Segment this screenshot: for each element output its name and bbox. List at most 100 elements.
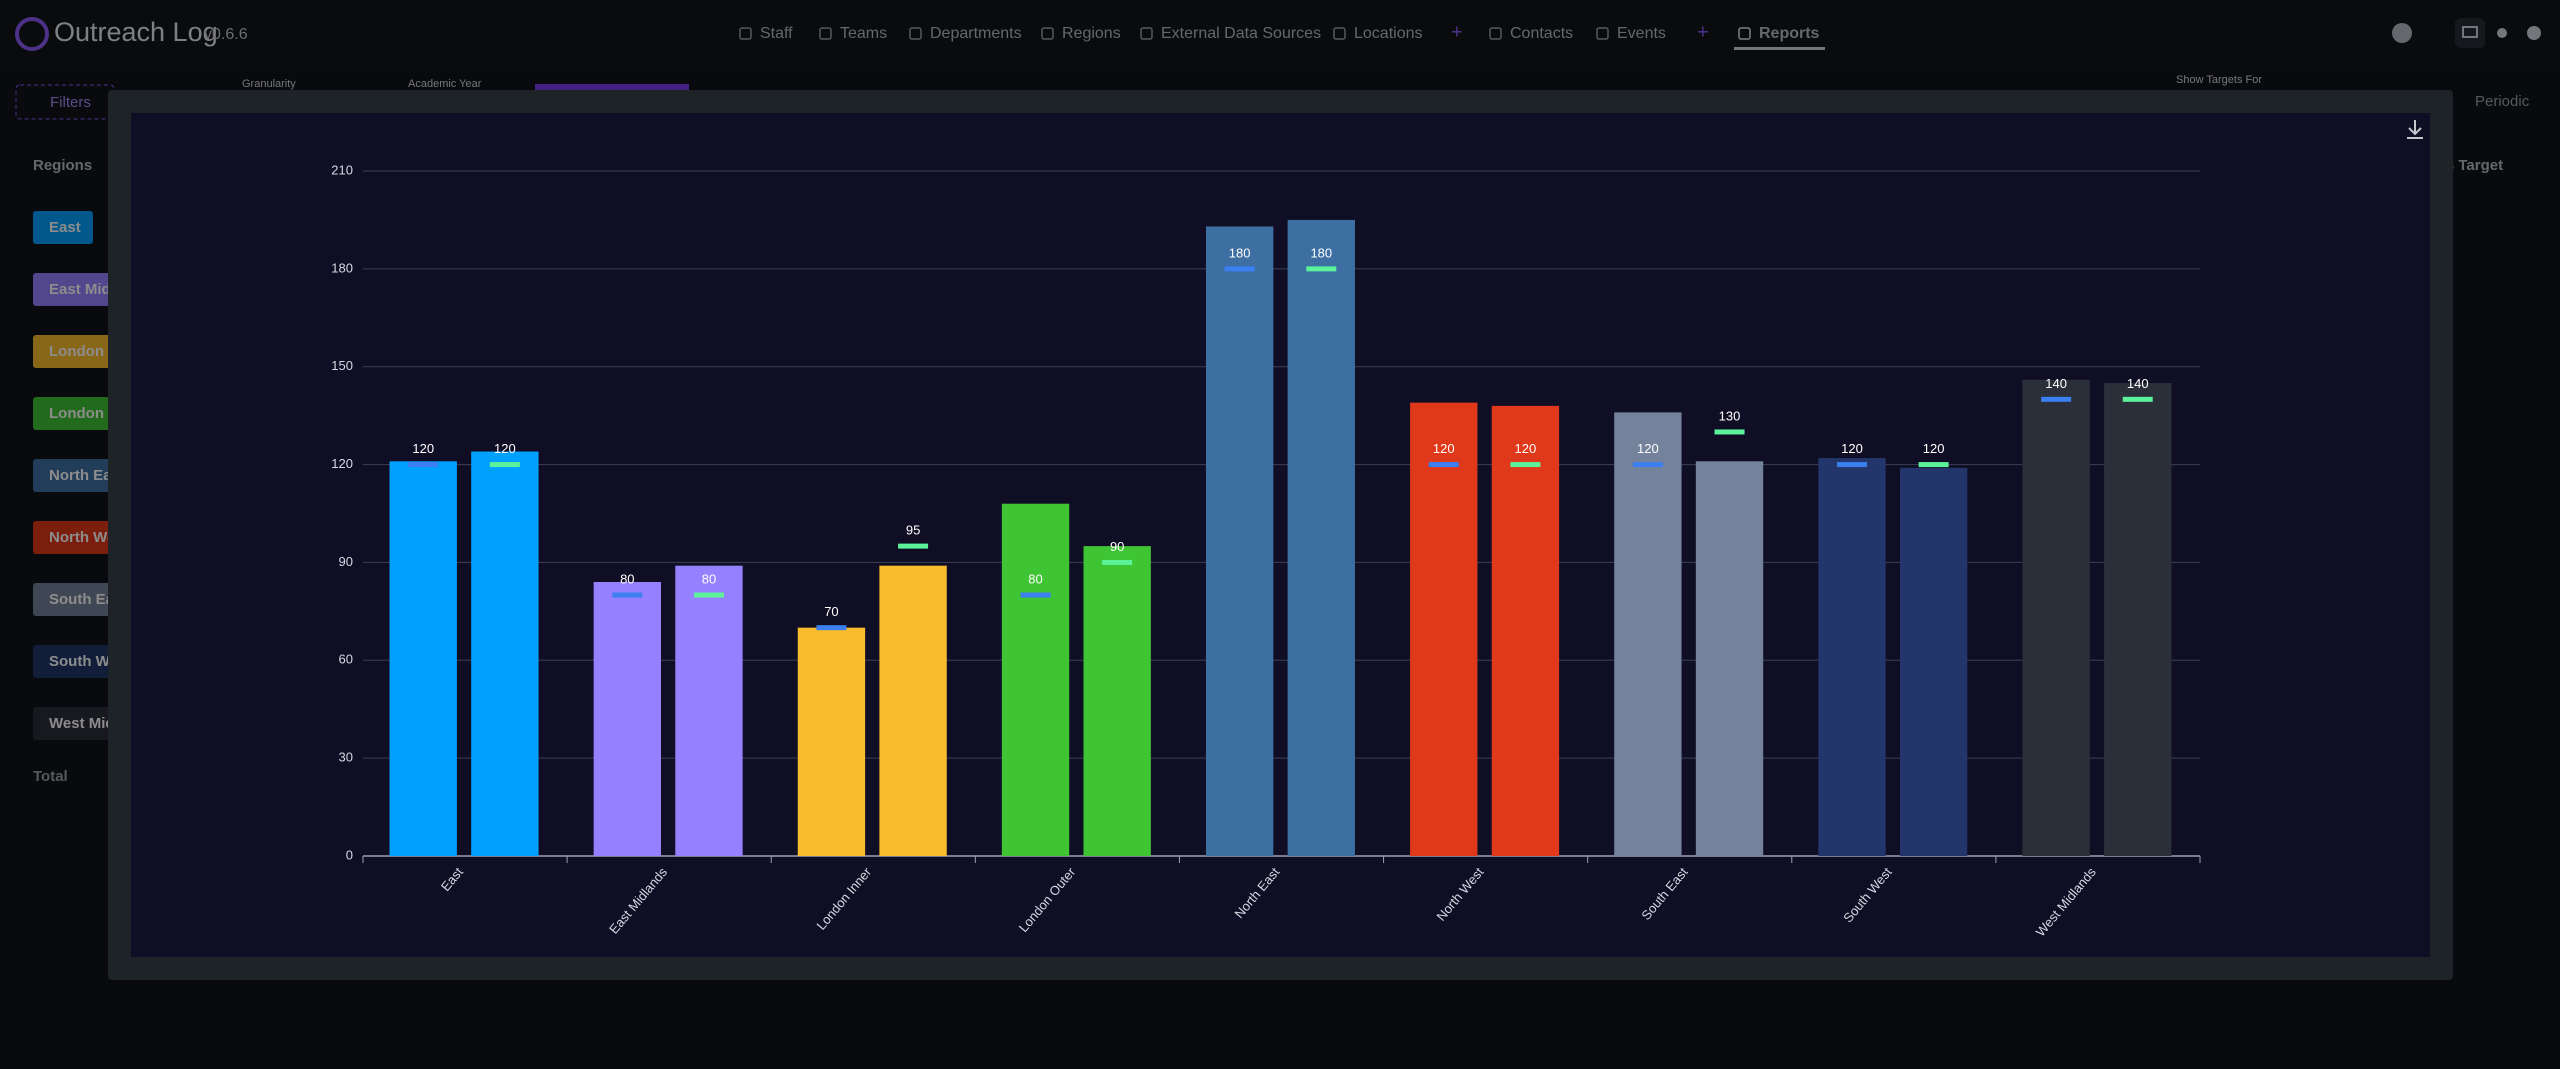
nav-active-underline [1734, 47, 1825, 50]
user-icon[interactable] [2392, 23, 2412, 43]
target-label: 140 [2127, 376, 2149, 391]
target-marker [816, 625, 847, 631]
y-tick-label: 210 [331, 162, 353, 177]
bar [1491, 405, 1560, 856]
target-label: 120 [494, 441, 516, 456]
target-label: 80 [702, 571, 716, 586]
target-marker [898, 543, 929, 549]
bar [1899, 467, 1968, 856]
target-label: 120 [1433, 441, 1455, 456]
nav-item[interactable]: Events [1617, 25, 1666, 42]
target-label: 120 [1923, 441, 1945, 456]
nav-item[interactable]: Reports [1759, 25, 1820, 42]
bar [593, 582, 662, 856]
target-label: 80 [1028, 571, 1042, 586]
sun-icon[interactable] [2497, 28, 2507, 38]
target-marker [693, 592, 724, 598]
target-marker [1306, 266, 1337, 272]
y-tick-label: 90 [339, 554, 353, 569]
region-name: North East [49, 467, 125, 484]
target-label: 120 [1841, 441, 1863, 456]
target-marker [1510, 462, 1541, 468]
nav-icon [739, 27, 752, 40]
bar [1083, 546, 1151, 856]
top-bar [0, 0, 2560, 67]
region-chip [33, 211, 93, 244]
nav-item[interactable]: Staff [760, 25, 793, 42]
granularity-toggle[interactable] [535, 84, 689, 90]
nav-item[interactable]: Departments [930, 25, 1022, 42]
theme-toggle[interactable] [2455, 18, 2485, 48]
target-label: 140 [2045, 376, 2067, 391]
bar [1614, 412, 1682, 856]
target-marker [1836, 462, 1867, 468]
bar [2022, 379, 2090, 856]
bar [1001, 503, 1070, 856]
nav-icon [1738, 27, 1751, 40]
target-marker [2041, 396, 2072, 402]
nav-icon [909, 27, 922, 40]
target-marker [489, 462, 520, 468]
y-tick-label: 0 [346, 847, 353, 862]
target-marker [1632, 462, 1663, 468]
bar [675, 565, 743, 856]
monitor-icon [2462, 26, 2478, 38]
target-marker [612, 592, 643, 598]
target-label: 90 [1110, 539, 1124, 554]
target-marker [1224, 266, 1255, 272]
bar [1205, 226, 1274, 856]
nav-item[interactable]: Regions [1062, 25, 1121, 42]
bar [471, 451, 539, 856]
bar [797, 627, 866, 856]
logo [15, 17, 49, 51]
nav-item[interactable]: External Data Sources [1161, 25, 1321, 42]
app-version: v0.6.6 [204, 26, 248, 43]
target-marker [2122, 396, 2153, 402]
nav-icon [1140, 27, 1153, 40]
download-glyph[interactable] [2407, 120, 2423, 139]
nav-item[interactable]: Teams [840, 25, 887, 42]
moon-icon[interactable] [2527, 26, 2541, 40]
target-label: 70 [824, 604, 838, 619]
periodic-tab[interactable]: Periodic [2475, 93, 2530, 110]
target-label: 180 [1310, 245, 1332, 260]
nav-icon [1041, 27, 1054, 40]
target-label: 80 [620, 571, 634, 586]
y-tick-label: 120 [331, 456, 353, 471]
filters-button[interactable] [15, 84, 115, 120]
nav-icon [1489, 27, 1502, 40]
region-name: East [49, 219, 81, 236]
target-marker [1020, 592, 1051, 598]
target-label: 120 [1637, 441, 1659, 456]
target-label: 130 [1719, 408, 1741, 423]
add-icon[interactable]: + [1451, 21, 1463, 43]
y-tick-label: 150 [331, 358, 353, 373]
target-label: 120 [1515, 441, 1537, 456]
nav-item[interactable]: Contacts [1510, 25, 1573, 42]
bar [1287, 219, 1355, 856]
target-marker [1428, 462, 1459, 468]
nav-item[interactable]: Locations [1354, 25, 1423, 42]
nav-icon [1596, 27, 1609, 40]
target-label: 95 [906, 523, 920, 538]
target-marker [1714, 429, 1745, 435]
nav-icon [1333, 27, 1346, 40]
bar [1695, 461, 1764, 856]
target-marker [1102, 559, 1133, 565]
show-targets-label: Show Targets For [2176, 74, 2262, 86]
download-icon[interactable] [2407, 120, 2423, 139]
y-tick-label: 30 [339, 750, 353, 765]
bar [1818, 458, 1886, 856]
sidebar-total: Total [33, 768, 68, 785]
target-label: 180 [1229, 245, 1251, 260]
sidebar-title: Regions [33, 157, 92, 174]
y-tick-label: 180 [331, 260, 353, 275]
filters-label[interactable]: Filters [50, 94, 91, 111]
academic-year-label: Academic Year [408, 78, 482, 90]
target-label: 120 [412, 441, 434, 456]
bar [1410, 402, 1478, 856]
add-icon[interactable]: + [1697, 21, 1709, 43]
y-tick-label: 60 [339, 652, 353, 667]
